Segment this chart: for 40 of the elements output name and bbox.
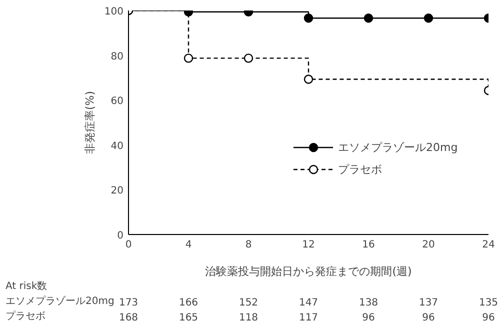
text: 138 bbox=[358, 298, 378, 308]
x-tick-label: 8 bbox=[245, 240, 252, 250]
text: 135 bbox=[478, 298, 498, 308]
text: 168 bbox=[118, 312, 138, 324]
y-tick-label: 40 bbox=[110, 140, 124, 152]
legend-label: エソメプラゾール20mg bbox=[338, 140, 458, 154]
x-tick-label: 16 bbox=[362, 240, 375, 250]
point bbox=[424, 14, 434, 23]
text: 118 bbox=[238, 312, 258, 324]
x-tick-label: 12 bbox=[302, 240, 315, 250]
y-tick-label: 20 bbox=[110, 186, 124, 197]
text: 96 bbox=[422, 312, 435, 324]
x-tick-label: 4 bbox=[185, 240, 192, 250]
text: 137 bbox=[418, 298, 438, 308]
text: 173 bbox=[118, 298, 138, 308]
y-axis-title: 非発症率(%) bbox=[83, 90, 96, 154]
x-tick-label: 0 bbox=[125, 240, 132, 250]
text: 152 bbox=[238, 298, 258, 308]
text: 96 bbox=[362, 312, 375, 324]
text: エソメプラゾール20mg bbox=[6, 295, 114, 307]
text: プラセボ bbox=[6, 310, 46, 322]
point bbox=[304, 14, 314, 23]
y-tick-label: 100 bbox=[104, 6, 124, 18]
text: 166 bbox=[178, 298, 198, 308]
text: 117 bbox=[298, 312, 318, 324]
y-tick-label: 0 bbox=[117, 230, 124, 242]
text: 96 bbox=[482, 312, 495, 324]
y-tick-label: 80 bbox=[110, 51, 124, 62]
point bbox=[244, 54, 254, 63]
point bbox=[364, 14, 374, 23]
x-tick-label: 24 bbox=[482, 240, 495, 250]
legend-label: プラセボ bbox=[338, 162, 382, 176]
y-tick-label: 60 bbox=[110, 96, 124, 108]
text: 147 bbox=[298, 298, 318, 308]
x-axis-title: 治験薬投与開始日から発症までの期間(週) bbox=[205, 265, 412, 278]
x-tick-label: 20 bbox=[422, 240, 435, 250]
point bbox=[184, 54, 194, 63]
text: 165 bbox=[178, 312, 198, 324]
point bbox=[304, 74, 314, 84]
text: At risk数 bbox=[6, 281, 48, 292]
